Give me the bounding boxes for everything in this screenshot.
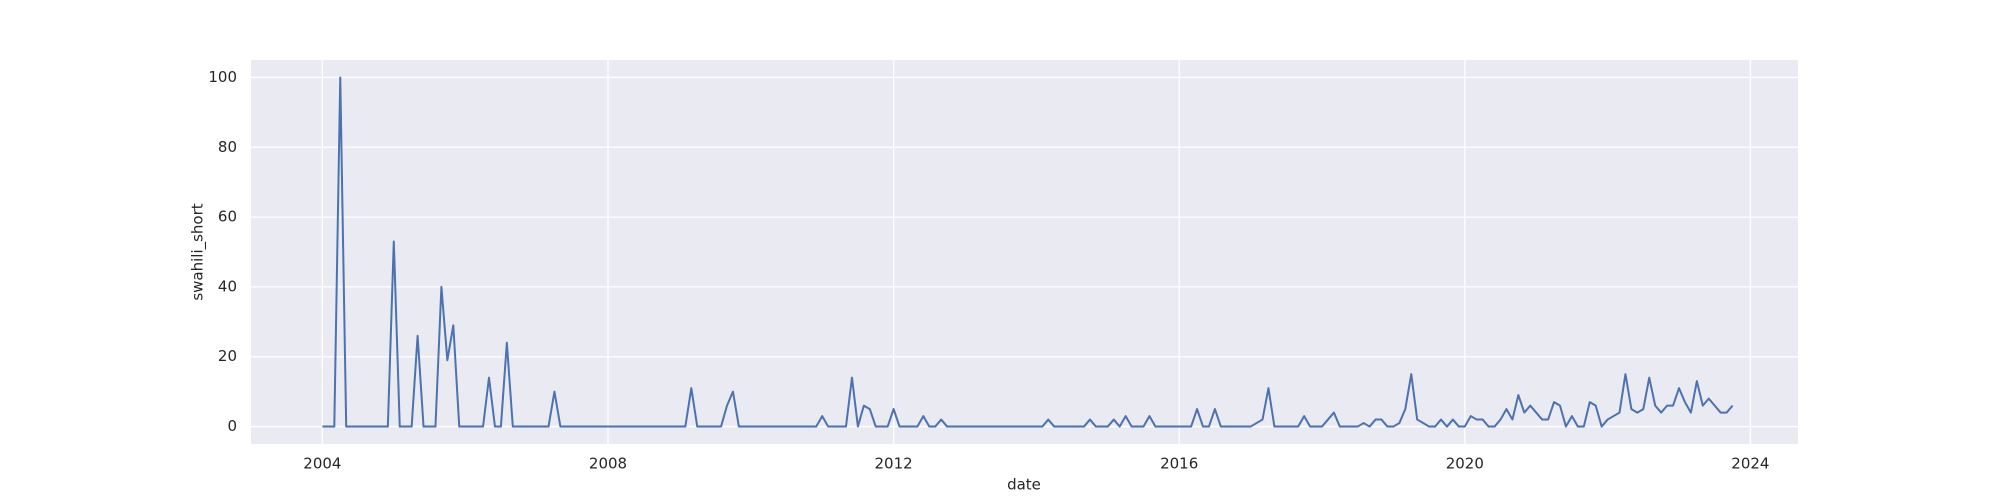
x-axis-label: date [1007,476,1041,494]
x-tick-label: 2012 [875,455,913,473]
y-tick-label: 40 [218,277,237,295]
y-tick-label: 60 [218,208,237,226]
y-tick-label: 20 [218,347,237,365]
y-tick-label: 100 [208,68,237,86]
x-tick-label: 2008 [589,455,627,473]
x-tick-label: 2020 [1446,455,1484,473]
data-line [322,76,1734,428]
y-tick-label: 0 [227,417,237,435]
plot-area [251,60,1798,444]
x-tick-label: 2024 [1731,455,1769,473]
x-tick-label: 2004 [303,455,341,473]
x-tick-label: 2016 [1160,455,1198,473]
y-axis-label: swahili_short [189,203,208,300]
y-tick-label: 80 [218,138,237,156]
